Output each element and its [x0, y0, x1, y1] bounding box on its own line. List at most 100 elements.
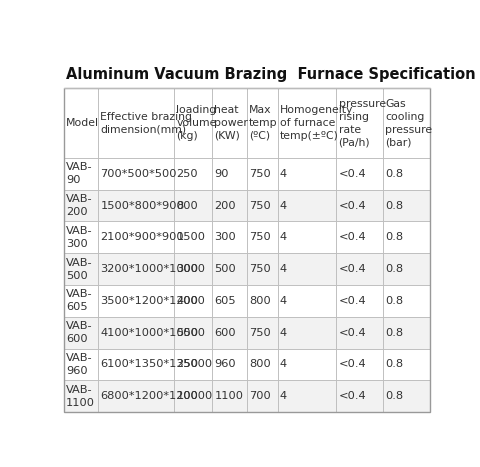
- Bar: [247, 317, 277, 348]
- Text: 500: 500: [214, 264, 236, 274]
- Bar: [64, 190, 98, 221]
- Text: 4: 4: [280, 360, 287, 369]
- Bar: [64, 285, 98, 317]
- Text: <0.4: <0.4: [338, 328, 366, 338]
- Text: 25000: 25000: [176, 360, 213, 369]
- Bar: [277, 190, 336, 221]
- Bar: [212, 285, 247, 317]
- Text: 605: 605: [214, 296, 236, 306]
- Bar: [336, 380, 383, 412]
- Bar: [277, 317, 336, 348]
- Text: 750: 750: [249, 264, 271, 274]
- Bar: [64, 253, 98, 285]
- Text: 1500*800*900: 1500*800*900: [100, 201, 184, 211]
- Text: Model: Model: [66, 118, 99, 128]
- Text: VAB-
600: VAB- 600: [66, 321, 93, 344]
- Text: 10000: 10000: [176, 391, 213, 401]
- Text: 3000: 3000: [176, 264, 205, 274]
- Bar: [212, 317, 247, 348]
- Bar: [64, 317, 98, 348]
- Text: 300: 300: [214, 233, 236, 242]
- Text: <0.4: <0.4: [338, 233, 366, 242]
- Bar: [212, 380, 247, 412]
- Text: 6800*1200*1200: 6800*1200*1200: [100, 391, 198, 401]
- Bar: [212, 253, 247, 285]
- Text: 4100*1000*1050: 4100*1000*1050: [100, 328, 199, 338]
- Text: Homogeneity
of furnace
temp(±ºC): Homogeneity of furnace temp(±ºC): [280, 106, 353, 141]
- Bar: [64, 380, 98, 412]
- Text: 0.8: 0.8: [385, 360, 404, 369]
- Text: 200: 200: [214, 201, 236, 211]
- Text: 250: 250: [176, 169, 198, 179]
- Text: 4: 4: [280, 201, 287, 211]
- Text: 3200*1000*1000: 3200*1000*1000: [100, 264, 199, 274]
- Text: 700*500*500: 700*500*500: [100, 169, 177, 179]
- Bar: [383, 380, 430, 412]
- Text: <0.4: <0.4: [338, 201, 366, 211]
- Text: 960: 960: [214, 360, 236, 369]
- Bar: [212, 348, 247, 380]
- Text: 2100*900*900: 2100*900*900: [100, 233, 184, 242]
- Text: 800: 800: [249, 360, 271, 369]
- Bar: [277, 380, 336, 412]
- Bar: [212, 88, 247, 158]
- Bar: [247, 253, 277, 285]
- Bar: [174, 380, 212, 412]
- Bar: [247, 285, 277, 317]
- Bar: [174, 348, 212, 380]
- Text: Aluminum Vacuum Brazing  Furnace Specification: Aluminum Vacuum Brazing Furnace Specific…: [66, 66, 475, 82]
- Text: 0.8: 0.8: [385, 264, 404, 274]
- Bar: [174, 285, 212, 317]
- Text: VAB-
200: VAB- 200: [66, 194, 93, 217]
- Bar: [98, 190, 174, 221]
- Text: 1500: 1500: [176, 233, 205, 242]
- Text: <0.4: <0.4: [338, 360, 366, 369]
- Text: 0.8: 0.8: [385, 328, 404, 338]
- Text: 5000: 5000: [176, 328, 205, 338]
- Text: 800: 800: [176, 201, 198, 211]
- Text: 4: 4: [280, 264, 287, 274]
- Bar: [98, 221, 174, 253]
- Bar: [98, 253, 174, 285]
- Bar: [336, 285, 383, 317]
- Bar: [383, 158, 430, 190]
- Bar: [277, 253, 336, 285]
- Text: <0.4: <0.4: [338, 169, 366, 179]
- Text: <0.4: <0.4: [338, 296, 366, 306]
- Text: 0.8: 0.8: [385, 169, 404, 179]
- Bar: [336, 88, 383, 158]
- Bar: [98, 88, 174, 158]
- Bar: [98, 380, 174, 412]
- Text: 800: 800: [249, 296, 271, 306]
- Bar: [247, 348, 277, 380]
- Text: 4: 4: [280, 169, 287, 179]
- Text: 750: 750: [249, 233, 271, 242]
- Text: 1100: 1100: [214, 391, 243, 401]
- Bar: [174, 317, 212, 348]
- Bar: [336, 190, 383, 221]
- Bar: [336, 253, 383, 285]
- Bar: [174, 190, 212, 221]
- Bar: [98, 348, 174, 380]
- Bar: [383, 348, 430, 380]
- Bar: [247, 190, 277, 221]
- Bar: [247, 221, 277, 253]
- Bar: [383, 285, 430, 317]
- Bar: [174, 88, 212, 158]
- Bar: [336, 158, 383, 190]
- Text: 0.8: 0.8: [385, 296, 404, 306]
- Text: 0.8: 0.8: [385, 201, 404, 211]
- Text: 600: 600: [214, 328, 236, 338]
- Bar: [64, 88, 98, 158]
- Bar: [383, 221, 430, 253]
- Text: <0.4: <0.4: [338, 264, 366, 274]
- Bar: [383, 253, 430, 285]
- Bar: [212, 190, 247, 221]
- Bar: [212, 221, 247, 253]
- Text: 90: 90: [214, 169, 229, 179]
- Bar: [277, 348, 336, 380]
- Text: 750: 750: [249, 169, 271, 179]
- Text: VAB-
1100: VAB- 1100: [66, 385, 95, 408]
- Bar: [247, 158, 277, 190]
- Bar: [277, 88, 336, 158]
